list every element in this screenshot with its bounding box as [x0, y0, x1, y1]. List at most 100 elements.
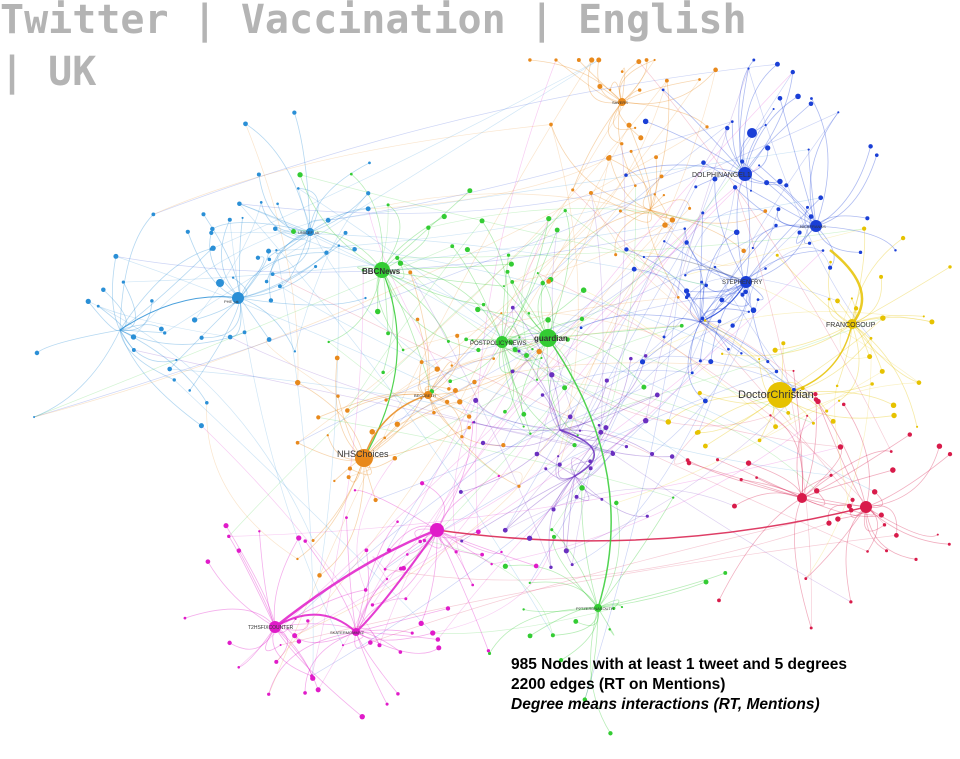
node — [255, 255, 261, 260]
node — [528, 58, 532, 62]
node — [562, 385, 568, 391]
node-nick — [810, 220, 822, 232]
edge — [775, 323, 853, 351]
node — [579, 485, 585, 491]
edge — [203, 214, 241, 299]
edge — [827, 504, 867, 524]
node — [826, 520, 832, 526]
node — [629, 356, 633, 361]
edge — [397, 121, 733, 425]
edge — [355, 631, 388, 705]
node — [874, 153, 879, 157]
node — [549, 122, 553, 127]
node — [315, 687, 321, 693]
edge — [795, 225, 817, 244]
node — [85, 298, 91, 304]
edge — [153, 124, 552, 215]
edge — [618, 61, 640, 103]
node — [293, 350, 297, 353]
edge — [239, 256, 265, 299]
node — [948, 265, 952, 269]
label-phe: PHE_uk — [224, 299, 239, 304]
node — [721, 352, 724, 356]
node — [665, 419, 672, 425]
node — [336, 394, 340, 398]
edge — [590, 607, 611, 734]
node — [626, 122, 632, 128]
node — [521, 411, 527, 417]
node — [467, 425, 471, 430]
node — [858, 250, 863, 255]
node — [654, 392, 660, 398]
edge — [209, 232, 241, 299]
edge — [427, 394, 463, 437]
edge — [501, 341, 531, 434]
node — [205, 559, 211, 564]
edge — [664, 240, 747, 283]
node — [846, 503, 852, 509]
edge — [647, 209, 679, 298]
edge — [363, 204, 389, 271]
node — [853, 306, 859, 311]
node — [808, 101, 814, 107]
edge — [714, 178, 747, 283]
node — [341, 644, 345, 647]
edge — [565, 475, 576, 551]
edge — [597, 497, 674, 609]
node — [343, 230, 348, 235]
node — [121, 280, 125, 284]
node — [606, 155, 612, 161]
edge — [381, 269, 484, 306]
edge — [664, 224, 754, 266]
node-phe — [232, 292, 244, 304]
node — [386, 203, 390, 207]
node — [589, 57, 595, 63]
node — [545, 317, 551, 323]
edge — [625, 164, 746, 176]
edge — [228, 446, 841, 537]
node — [359, 713, 365, 720]
node — [188, 389, 191, 392]
node — [688, 206, 692, 210]
edge — [718, 497, 803, 601]
edge — [559, 409, 575, 431]
label-francosoup: FRANCOSOUP — [826, 322, 876, 329]
node — [550, 633, 555, 638]
edge — [293, 230, 383, 271]
edge — [545, 468, 576, 480]
edge — [318, 417, 674, 498]
node — [199, 335, 204, 340]
node — [546, 216, 552, 222]
node — [510, 369, 515, 374]
edge — [119, 329, 177, 363]
label-nick: NICKFRANKS — [800, 224, 826, 229]
node — [158, 326, 164, 332]
edge — [609, 81, 623, 103]
edge — [239, 203, 554, 636]
node — [848, 507, 854, 513]
edge — [265, 626, 281, 652]
node — [659, 174, 664, 179]
hub-edge — [829, 249, 864, 325]
node — [701, 211, 705, 215]
node — [381, 370, 385, 375]
edge — [619, 59, 655, 103]
edge — [590, 192, 604, 433]
edge — [518, 69, 716, 487]
node — [743, 289, 748, 295]
edge — [801, 497, 882, 517]
edge — [621, 59, 648, 103]
edge — [518, 350, 561, 431]
edge — [459, 59, 655, 402]
node — [544, 467, 548, 471]
node — [444, 399, 450, 405]
edge — [628, 124, 652, 211]
node — [426, 225, 431, 230]
node — [471, 339, 474, 342]
edge — [621, 101, 708, 128]
node — [870, 382, 874, 386]
edge — [212, 222, 311, 233]
edge — [169, 297, 241, 370]
node — [740, 292, 745, 297]
node — [745, 460, 752, 466]
